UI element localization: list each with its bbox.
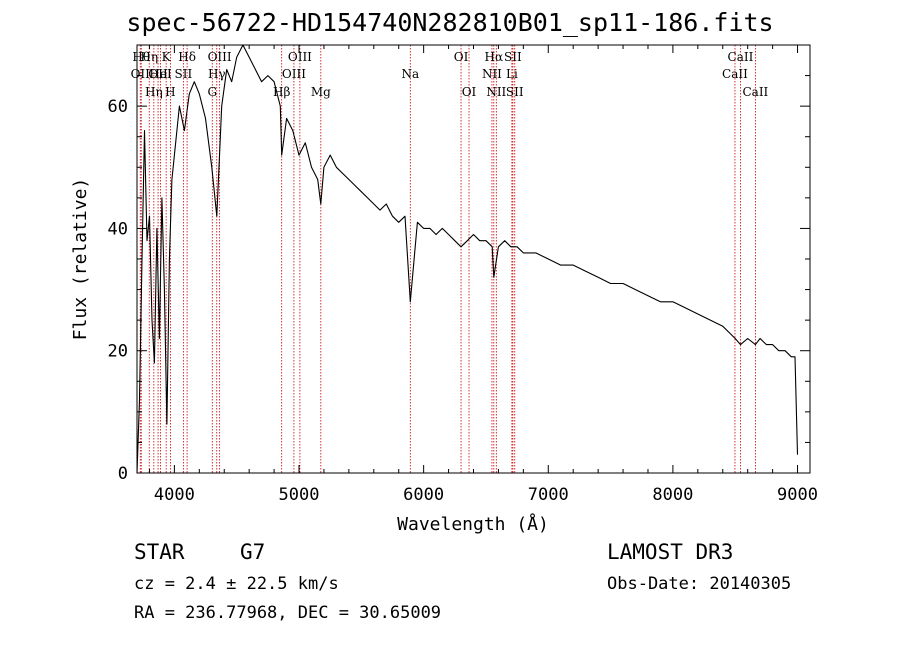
marker-label: Hη [145,85,163,99]
x-tick-label: 4000 [154,485,195,505]
y-tick-label: 60 [108,97,128,117]
spectrum-line [136,44,799,474]
marker-label: Na [401,67,419,81]
series-layer [136,44,799,474]
plot-frame [136,44,811,474]
x-tick-label: 8000 [652,485,693,505]
marker-label: K [162,50,172,64]
marker-label: Hδ [178,50,196,64]
chart-title: spec-56722-HD154740N282810B01_sp11-186.f… [126,8,774,37]
marker-label: Mg [311,85,331,99]
marker-label: OII [148,67,168,81]
coordinates-text: RA = 236.77968, DEC = 30.65009 [134,603,442,623]
marker-label: H [165,85,175,99]
marker-label: SII [506,85,524,99]
marker-label: HeI [149,67,172,81]
x-tick-label: 9000 [777,485,818,505]
marker-label: OIII [288,50,312,64]
marker-label: SII [175,67,193,81]
y-tick-label: 0 [118,464,128,484]
survey-name: LAMOST DR3 [607,540,734,564]
x-tick-label: 6000 [403,485,444,505]
y-axis-ticks: 0 20 40 60 [108,75,810,484]
marker-label: OIII [282,67,306,81]
x-axis-label: Wavelength (Å) [397,513,549,535]
marker-label: Hη [140,50,158,64]
marker-label: CaII [722,67,748,81]
marker-label: NII [482,67,502,81]
marker-label: SII [504,50,522,64]
x-tick-label: 7000 [528,485,569,505]
redshift-text: cz = 2.4 ± 22.5 km/s [134,574,339,594]
marker-label: Hγ [208,67,226,81]
marker-label: OII [131,67,151,81]
x-tick-label: 5000 [279,485,320,505]
marker-label: CaII [728,50,754,64]
object-type: STAR [134,540,185,564]
subclass: G7 [240,540,266,564]
marker-label: OI [462,85,477,99]
y-tick-label: 20 [108,342,128,362]
marker-label: NII [486,85,506,99]
x-axis-ticks: 4000 5000 6000 7000 8000 9000 [148,45,818,505]
marker-label: OI [454,50,469,64]
y-tick-label: 40 [108,219,128,239]
marker-label: CaII [742,85,768,99]
observation-date: Obs-Date: 20140305 [607,574,792,594]
line-markers [139,45,756,473]
marker-label: Li [506,67,518,81]
marker-label: Hα [485,50,504,64]
y-axis-label: Flux (relative) [70,178,91,341]
marker-label: G [207,85,217,99]
marker-label: OIII [208,50,232,64]
